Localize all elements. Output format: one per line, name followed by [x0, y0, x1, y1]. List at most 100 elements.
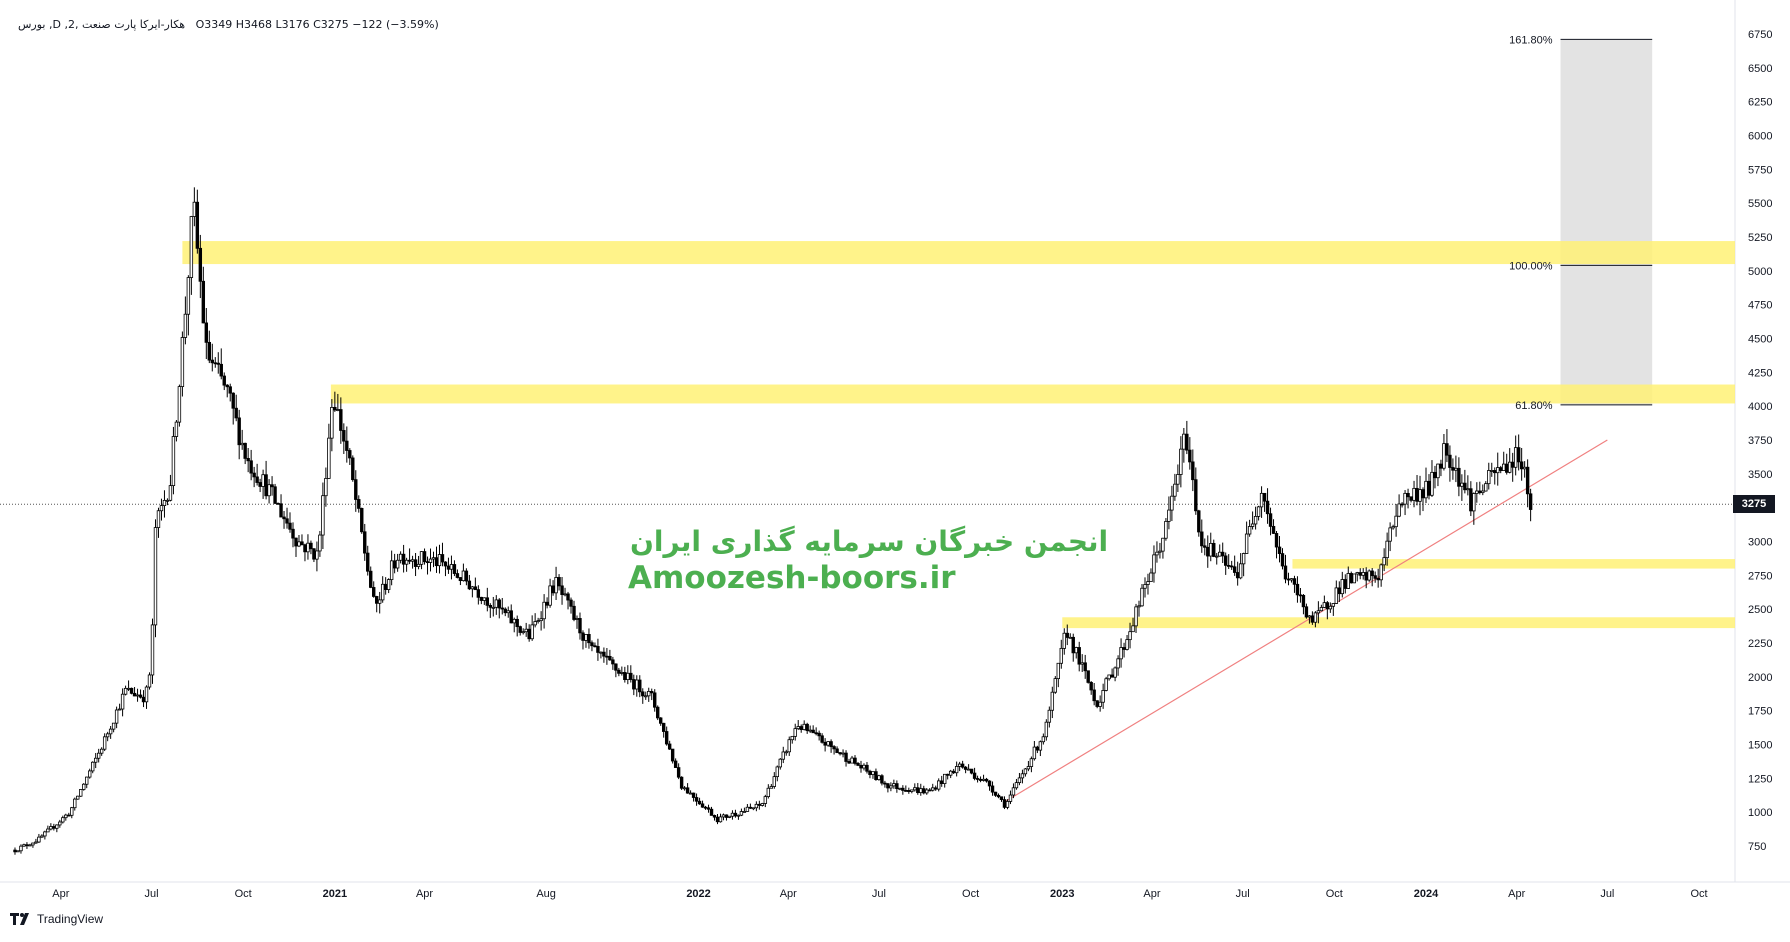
candle-body	[805, 723, 809, 732]
candle-body	[135, 694, 140, 697]
candle-body	[339, 409, 343, 431]
candle-body	[369, 570, 373, 588]
candle-body	[763, 796, 768, 804]
candle-body	[996, 794, 1001, 798]
price-tick-label: 5250	[1748, 232, 1772, 244]
price-tick-label: 1000	[1748, 807, 1772, 819]
candle-body	[1442, 443, 1446, 469]
candle-body	[925, 789, 929, 794]
candle-body	[999, 796, 1004, 800]
tradingview-brand[interactable]: TradingView	[10, 912, 103, 926]
candle-body	[566, 593, 570, 601]
candle-body	[841, 752, 845, 755]
candle-body	[366, 552, 370, 572]
candle-body	[560, 585, 564, 595]
candle-body	[1176, 474, 1180, 485]
candle-body	[1137, 605, 1141, 608]
candle-body	[539, 618, 543, 622]
candle-body	[1469, 488, 1473, 512]
candle-body	[1095, 700, 1099, 707]
watermark-persian: انجمن خبرگان سرمایه گذاری ایران	[630, 525, 1109, 558]
candle-body	[697, 800, 702, 805]
candle-body	[724, 814, 729, 818]
candle-body	[389, 560, 394, 581]
candle-body	[85, 776, 89, 785]
candle-body	[1493, 470, 1497, 474]
candle-body	[1382, 557, 1386, 566]
candle-body	[363, 531, 367, 554]
candle-body	[252, 472, 256, 478]
candle-body	[1086, 670, 1090, 683]
candle-body	[1519, 461, 1524, 470]
candle-body	[392, 560, 397, 569]
candle-body	[279, 503, 283, 518]
candle-body	[291, 528, 295, 539]
candle-body	[1047, 709, 1052, 723]
candle-body	[144, 686, 149, 703]
candle-body	[1241, 553, 1246, 565]
candle-body	[1212, 542, 1216, 557]
candle-body	[1475, 490, 1479, 494]
candle-body	[856, 763, 860, 766]
time-tick-label: Apr	[1508, 888, 1525, 900]
support-resistance-zone	[1292, 559, 1735, 569]
candle-body	[1316, 610, 1321, 614]
candle-body	[473, 586, 478, 591]
candle-body	[1011, 787, 1016, 796]
candle-body	[300, 541, 304, 546]
candle-body	[171, 436, 176, 487]
candle-body	[766, 787, 771, 798]
candle-body	[455, 573, 460, 578]
price-tick-label: 4250	[1748, 367, 1772, 379]
candle-body	[1071, 636, 1075, 654]
candle-body	[1510, 461, 1515, 468]
candle-body	[1304, 606, 1309, 618]
candle-body	[1379, 564, 1383, 581]
candle-body	[1002, 799, 1007, 808]
candle-body	[318, 534, 322, 552]
candle-body	[1295, 583, 1300, 596]
candle-body	[138, 694, 143, 698]
candle-body	[751, 807, 756, 810]
candle-body	[506, 610, 510, 614]
candle-body	[910, 789, 914, 792]
candle-body	[1244, 533, 1249, 554]
candle-body	[536, 620, 540, 623]
candle-body	[584, 634, 588, 641]
time-tick-label: Jul	[872, 888, 886, 900]
candle-body	[898, 787, 902, 790]
candle-body	[990, 785, 995, 793]
candle-body	[1436, 463, 1440, 479]
price-tick-label: 2250	[1748, 638, 1772, 650]
candle-body	[153, 527, 158, 626]
candle-body	[222, 375, 226, 386]
candle-body	[312, 548, 316, 560]
candle-body	[1203, 545, 1207, 548]
candle-body	[243, 442, 247, 459]
price-tick-label: 3750	[1748, 435, 1772, 447]
candle-body	[294, 537, 298, 547]
candle-body	[957, 763, 962, 767]
candle-body	[261, 474, 265, 487]
candle-body	[1525, 466, 1530, 495]
candle-body	[1325, 602, 1330, 610]
candle-body	[234, 407, 238, 419]
candle-body	[1044, 721, 1049, 738]
candle-body	[1403, 492, 1407, 505]
candle-body	[521, 631, 525, 634]
time-tick-label: Apr	[52, 888, 69, 900]
candle-body	[969, 768, 974, 774]
candle-body	[775, 766, 779, 778]
candle-body	[886, 783, 890, 789]
candle-body	[1385, 540, 1389, 559]
candle-body	[1313, 612, 1318, 623]
time-tick-label: Apr	[1143, 888, 1160, 900]
candle-body	[1077, 647, 1081, 665]
candle-body	[285, 518, 289, 524]
candle-body	[446, 565, 451, 570]
ohlc-readout: O3349 H3468 L3176 C3275 −122 (−3.59%)	[195, 18, 439, 31]
candle-body	[404, 559, 409, 565]
candle-body	[503, 608, 507, 614]
candle-body	[398, 553, 403, 561]
